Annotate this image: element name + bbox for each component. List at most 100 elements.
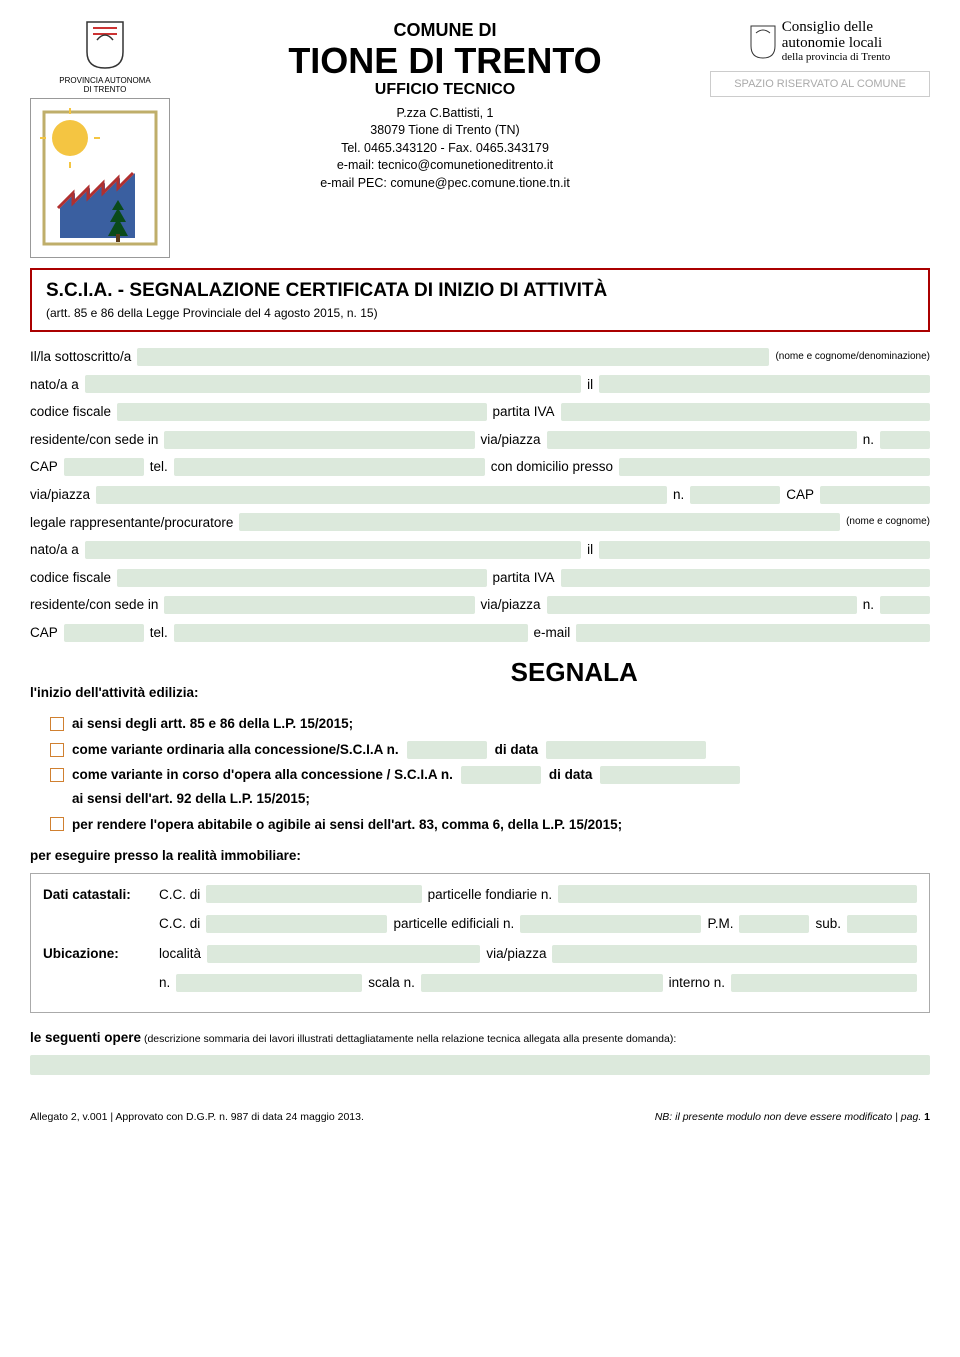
- right-header-block: Consiglio delle autonomie locali della p…: [710, 20, 930, 97]
- field-interno[interactable]: [731, 974, 917, 992]
- lbl-nato-a: nato/a a: [30, 374, 79, 396]
- field-cf-2[interactable]: [117, 569, 486, 587]
- emblem-icon: [40, 108, 160, 248]
- checkbox-variante-corso[interactable]: [50, 768, 64, 782]
- lbl-check2b: di data: [495, 739, 539, 761]
- scia-title-box: S.C.I.A. - SEGNALAZIONE CERTIFICATA DI I…: [30, 268, 930, 332]
- field-sottoscritto[interactable]: [137, 348, 769, 366]
- address-l5: e-mail PEC: comune@pec.comune.tione.tn.i…: [190, 175, 700, 193]
- address-l1: P.zza C.Battisti, 1: [190, 105, 700, 123]
- field-n-3[interactable]: [880, 596, 930, 614]
- lbl-via-ubic: via/piazza: [486, 943, 546, 965]
- field-sub[interactable]: [847, 915, 917, 933]
- note-nome-denom: (nome e cognome/denominazione): [775, 349, 930, 365]
- scia-subtitle: (artt. 85 e 86 della Legge Provinciale d…: [46, 306, 914, 320]
- field-piva-1[interactable]: [561, 403, 930, 421]
- field-nato-il[interactable]: [599, 375, 930, 393]
- lbl-via-1: via/piazza: [481, 429, 541, 451]
- field-residente-2[interactable]: [164, 596, 474, 614]
- field-descrizione-opere[interactable]: [30, 1055, 930, 1075]
- field-n-ubic[interactable]: [176, 974, 362, 992]
- page-header: PROVINCIA AUTONOMA DI TRENTO COMUNE DI T…: [30, 20, 930, 258]
- le-seguenti-opere-line: le seguenti opere (descrizione sommaria …: [30, 1027, 930, 1049]
- lbl-n-1: n.: [863, 429, 874, 451]
- province-line2: DI TRENTO: [30, 85, 180, 94]
- field-via-1[interactable]: [547, 431, 857, 449]
- field-residente-1[interactable]: [164, 431, 474, 449]
- field-piva-2[interactable]: [561, 569, 930, 587]
- field-variante-corso-n[interactable]: [461, 766, 541, 784]
- field-pm[interactable]: [739, 915, 809, 933]
- lbl-piva-1: partita IVA: [493, 401, 555, 423]
- municipality-name: TIONE DI TRENTO: [190, 41, 700, 81]
- lbl-check3b: di data: [549, 764, 593, 786]
- lbl-domicilio: con domicilio presso: [491, 456, 613, 478]
- checkbox-abitabile[interactable]: [50, 817, 64, 831]
- consiglio-l1: Consiglio delle: [782, 20, 890, 36]
- address-l3: Tel. 0465.343120 - Fax. 0465.343179: [190, 140, 700, 158]
- field-variante-ord-data[interactable]: [546, 741, 706, 759]
- lbl-email: e-mail: [534, 622, 571, 644]
- field-part-fond[interactable]: [558, 885, 917, 903]
- field-localita[interactable]: [207, 945, 480, 963]
- lbl-inizio: l'inizio dell'attività edilizia:: [30, 682, 198, 704]
- lbl-pm: P.M.: [707, 913, 733, 935]
- field-domicilio[interactable]: [619, 458, 930, 476]
- province-label: PROVINCIA AUTONOMA DI TRENTO: [30, 20, 180, 94]
- field-legale[interactable]: [239, 513, 840, 531]
- lbl-check3a: come variante in corso d'opera alla conc…: [72, 764, 453, 786]
- field-cf-1[interactable]: [117, 403, 486, 421]
- lbl-cap-2: CAP: [786, 484, 814, 506]
- field-n-2[interactable]: [690, 486, 780, 504]
- field-variante-corso-data[interactable]: [600, 766, 740, 784]
- field-nato-a-2[interactable]: [85, 541, 581, 559]
- field-via-2[interactable]: [96, 486, 667, 504]
- field-cap-1[interactable]: [64, 458, 144, 476]
- form-body: Il/la sottoscritto/a (nome e cognome/den…: [30, 346, 930, 1075]
- lbl-part-edif: particelle edificiali n.: [393, 913, 514, 935]
- address-block: P.zza C.Battisti, 1 38079 Tione di Trent…: [190, 105, 700, 193]
- page-footer: Allegato 2, v.001 | Approvato con D.G.P.…: [30, 1105, 930, 1123]
- lbl-il-2: il: [587, 539, 593, 561]
- lbl-legale: legale rappresentante/procuratore: [30, 512, 233, 534]
- lbl-seguenti-rest: (descrizione sommaria dei lavori illustr…: [141, 1033, 676, 1045]
- field-nato-il-2[interactable]: [599, 541, 930, 559]
- field-nato-a[interactable]: [85, 375, 581, 393]
- lbl-check3-sub: ai sensi dell'art. 92 della L.P. 15/2015…: [72, 788, 930, 810]
- comune-di-label: COMUNE DI: [190, 20, 700, 41]
- consiglio-block: Consiglio delle autonomie locali della p…: [710, 20, 930, 63]
- address-l2: 38079 Tione di Trento (TN): [190, 122, 700, 140]
- field-scala[interactable]: [421, 974, 663, 992]
- field-variante-ord-n[interactable]: [407, 741, 487, 759]
- field-via-ubic[interactable]: [552, 945, 917, 963]
- lbl-residente-1: residente/con sede in: [30, 429, 158, 451]
- field-n-1[interactable]: [880, 431, 930, 449]
- checkbox-variante-ordinaria[interactable]: [50, 743, 64, 757]
- lbl-cap-3: CAP: [30, 622, 58, 644]
- lbl-cf-2: codice fiscale: [30, 567, 111, 589]
- lbl-dati-catastali: Dati catastali:: [43, 884, 153, 906]
- lbl-ubicazione: Ubicazione:: [43, 943, 153, 965]
- footer-right-prefix: NB: il presente modulo non deve essere m…: [655, 1111, 924, 1123]
- lbl-part-fond: particelle fondiarie n.: [428, 884, 553, 906]
- lbl-ccdi-2: C.C. di: [159, 913, 200, 935]
- field-tel-1[interactable]: [174, 458, 485, 476]
- field-cc-1[interactable]: [206, 885, 421, 903]
- lbl-check2a: come variante ordinaria alla concessione…: [72, 739, 399, 761]
- lbl-n-2: n.: [673, 484, 684, 506]
- field-tel-2[interactable]: [174, 624, 528, 642]
- consiglio-shield-icon: [750, 25, 776, 59]
- lbl-cf-1: codice fiscale: [30, 401, 111, 423]
- field-email[interactable]: [576, 624, 930, 642]
- field-part-edif[interactable]: [520, 915, 701, 933]
- municipal-emblem: [30, 98, 170, 258]
- field-cc-2[interactable]: [206, 915, 387, 933]
- field-cap-3[interactable]: [64, 624, 144, 642]
- field-cap-2[interactable]: [820, 486, 930, 504]
- field-via-3[interactable]: [547, 596, 857, 614]
- lbl-check4: per rendere l'opera abitabile o agibile …: [72, 814, 622, 836]
- checkbox-art85[interactable]: [50, 717, 64, 731]
- lbl-n-3: n.: [863, 594, 874, 616]
- consiglio-l3: della provincia di Trento: [782, 52, 890, 64]
- lbl-nato-a-2: nato/a a: [30, 539, 79, 561]
